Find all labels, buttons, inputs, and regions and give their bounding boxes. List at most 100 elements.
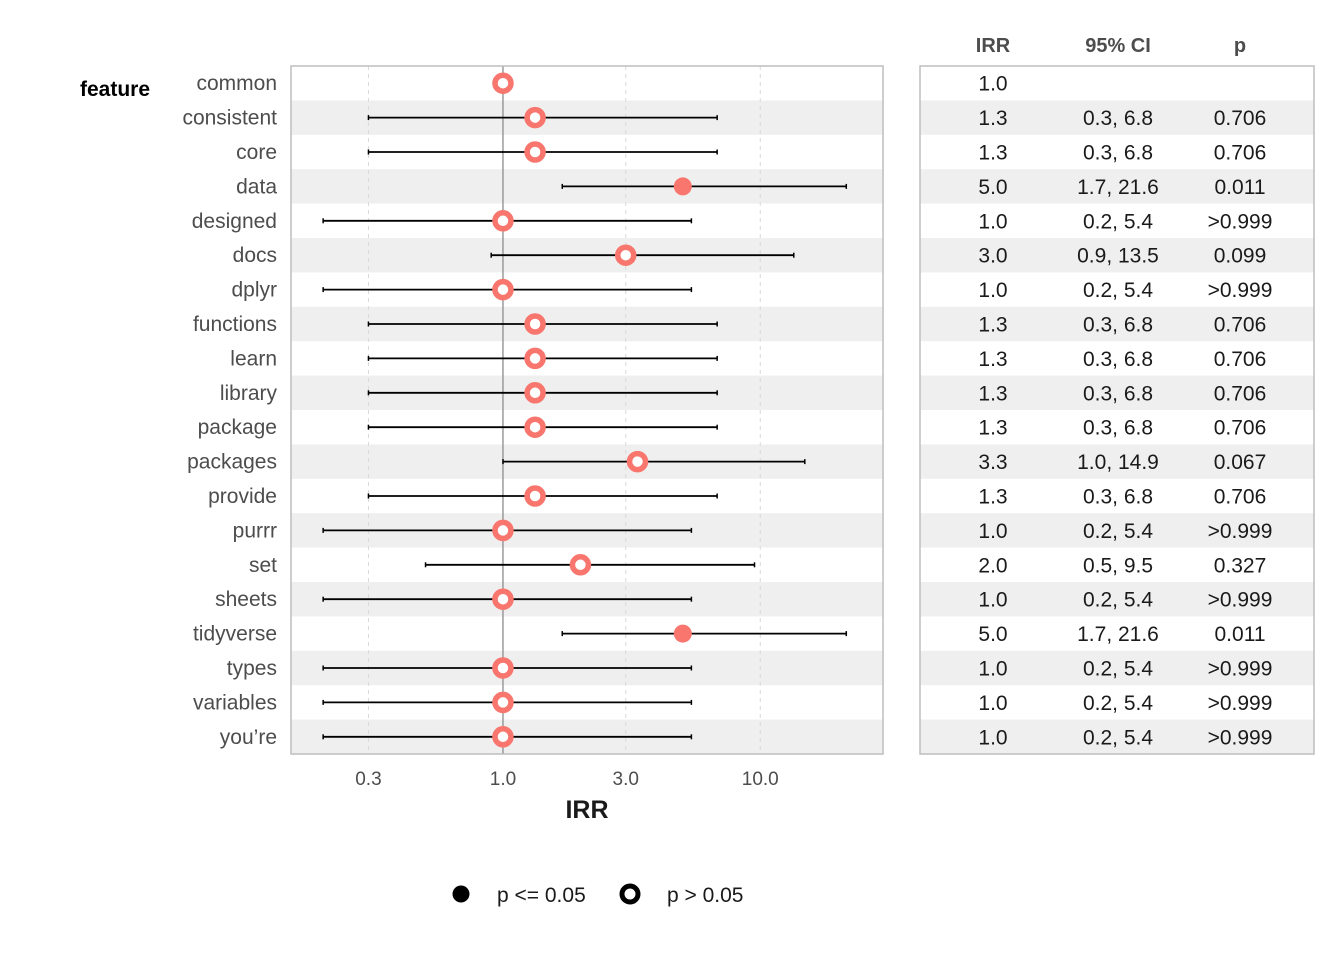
table-p-cell: >0.999 [1208,658,1273,681]
table-header-ci: 95% CI [1085,35,1151,57]
feature-label: core [236,141,277,164]
feature-label: consistent [182,107,277,130]
feature-label: docs [233,244,277,267]
point-learn [524,347,546,370]
table-p-cell: >0.999 [1208,589,1273,612]
feature-label: designed [192,210,277,233]
table-irr-cell: 1.3 [978,142,1007,165]
results-table: 1.0 1.3 0.3, 6.8 0.706 1.3 0.3, 6.8 0.706 5.0 1.… [978,73,1272,750]
feature-label: learn [230,347,277,370]
feature-label: dplyr [231,279,277,302]
table-irr-cell: 1.3 [978,314,1007,337]
table-p-cell: 0.011 [1215,623,1266,646]
table-irr-cell: 1.0 [978,73,1007,96]
table-ci-cell: 0.3, 6.8 [1083,348,1153,371]
table-ci-cell: 0.2, 5.4 [1083,520,1153,543]
legend-filled-marker [452,885,470,903]
table-p-cell: 0.327 [1214,554,1267,577]
table-irr-cell: 1.3 [978,107,1007,130]
point-consistent [524,106,546,129]
feature-label: you’re [220,726,277,749]
plot-gridlines [367,66,761,754]
table-ci-cell: 0.2, 5.4 [1083,658,1153,681]
table-p-cell: 0.706 [1214,142,1267,165]
table-row-stripe [920,306,1314,342]
table-p-cell: >0.999 [1208,726,1273,749]
table-p-cell: >0.999 [1208,520,1273,543]
irr-points [492,72,692,748]
table-row-stripe [920,444,1314,479]
table-ci-cell: 1.7, 21.6 [1077,176,1159,199]
legend: p <= 0.05 p > 0.05 [452,883,743,907]
table-row-stripe [920,650,1314,686]
table-p-cell: >0.999 [1208,279,1273,302]
x-axis-ticks: 0.3 1.0 3.0 10.0 [355,769,779,790]
point-data [673,177,692,196]
confidence-interval-bars [322,115,848,740]
feature-label: common [196,72,277,95]
table-row-stripe [920,375,1314,410]
table-p-cell: 0.706 [1214,417,1267,440]
table-irr-cell: 1.0 [978,658,1007,681]
feature-labels: common consistent core data designed docs dply… [182,72,277,749]
feature-label: provide [208,485,277,508]
table-p-cell: 0.706 [1214,486,1267,509]
point-purrr [492,519,514,542]
legend-label-significant: p <= 0.05 [497,884,586,907]
table-irr-cell: 5.0 [978,623,1007,646]
table-p-cell: >0.999 [1208,210,1273,233]
table-panel-frame [919,65,1315,755]
table-ci-cell: 0.3, 6.8 [1083,486,1153,509]
table-ci-cell: 0.3, 6.8 [1083,417,1153,440]
x-tick-label: 10.0 [742,769,779,790]
table-ci-cell: 0.5, 9.5 [1083,554,1153,577]
table-ci-cell: 0.3, 6.8 [1083,142,1153,165]
legend-label-not-significant: p > 0.05 [667,884,743,907]
point-docs [614,244,637,266]
table-irr-cell: 1.3 [978,382,1007,405]
point-variables [492,691,514,714]
point-types [492,657,514,679]
table-row-stripe [920,513,1314,548]
feature-label: library [220,382,278,405]
table-ci-cell: 0.3, 6.8 [1083,314,1153,337]
feature-label: types [227,657,277,680]
feature-label: sheets [215,588,277,611]
table-irr-cell: 1.3 [978,417,1007,440]
legend-open-marker [619,883,641,905]
table-ci-cell: 1.7, 21.6 [1077,623,1159,646]
table-ci-cell: 0.2, 5.4 [1083,589,1153,612]
point-core [524,141,546,163]
feature-label: data [236,175,277,198]
table-ci-cell: 0.3, 6.8 [1083,382,1153,405]
feature-label: package [198,416,277,439]
point-set [569,554,592,576]
point-you’re [492,726,514,748]
table-irr-cell: 1.0 [978,210,1007,233]
table-ci-cell: 0.9, 13.5 [1077,245,1159,268]
table-row-stripe [920,719,1314,754]
x-tick-label: 3.0 [613,769,639,790]
table-p-cell: 0.099 [1214,245,1267,268]
table-irr-cell: 1.0 [978,279,1007,302]
table-row-stripe [920,169,1314,204]
table-irr-cell: 1.0 [978,589,1007,612]
table-ci-cell: 0.2, 5.4 [1083,210,1153,233]
point-tidyverse [673,624,692,643]
table-p-cell: 0.706 [1214,107,1267,130]
table-irr-cell: 1.0 [978,726,1007,749]
table-ci-cell: 1.0, 14.9 [1077,451,1159,474]
table-row-stripe [920,238,1314,273]
point-package [524,416,546,438]
x-tick-label: 1.0 [490,769,516,790]
table-irr-cell: 2.0 [978,554,1007,577]
point-library [524,382,546,404]
point-designed [492,210,514,232]
table-irr-cell: 1.0 [978,692,1007,715]
table-p-cell: >0.999 [1208,692,1273,715]
x-axis-title: IRR [565,796,608,824]
table-irr-cell: 1.3 [978,348,1007,371]
feature-label: variables [193,691,277,714]
